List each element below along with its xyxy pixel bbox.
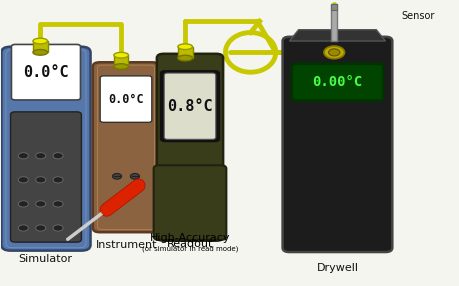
- Ellipse shape: [33, 38, 47, 44]
- FancyBboxPatch shape: [282, 37, 392, 252]
- Ellipse shape: [33, 49, 47, 55]
- FancyBboxPatch shape: [160, 71, 219, 142]
- FancyBboxPatch shape: [157, 54, 223, 241]
- Text: Instrument: Instrument: [96, 240, 157, 250]
- FancyBboxPatch shape: [11, 112, 81, 242]
- Text: Drywell: Drywell: [316, 263, 358, 273]
- Text: High-Accuracy: High-Accuracy: [150, 233, 230, 243]
- Circle shape: [18, 225, 28, 231]
- Ellipse shape: [114, 52, 128, 58]
- Bar: [330, 4, 336, 41]
- Circle shape: [36, 177, 45, 183]
- Bar: [178, 47, 192, 58]
- Circle shape: [18, 153, 28, 159]
- FancyBboxPatch shape: [164, 73, 215, 139]
- Bar: [114, 55, 128, 67]
- Text: Readout: Readout: [167, 239, 213, 249]
- FancyBboxPatch shape: [100, 76, 151, 122]
- Circle shape: [36, 201, 45, 207]
- Circle shape: [53, 153, 63, 159]
- Bar: [330, 4, 336, 10]
- FancyBboxPatch shape: [291, 64, 382, 100]
- Text: (or simulator in read mode): (or simulator in read mode): [142, 246, 238, 253]
- Text: Simulator: Simulator: [18, 254, 72, 264]
- Polygon shape: [289, 30, 385, 41]
- FancyBboxPatch shape: [1, 47, 90, 251]
- Ellipse shape: [328, 49, 339, 56]
- Circle shape: [36, 153, 45, 159]
- Ellipse shape: [114, 64, 128, 69]
- Circle shape: [53, 177, 63, 183]
- Circle shape: [130, 174, 139, 179]
- Ellipse shape: [178, 55, 192, 61]
- Circle shape: [112, 174, 121, 179]
- Circle shape: [36, 225, 45, 231]
- Text: Sensor: Sensor: [401, 11, 434, 21]
- FancyBboxPatch shape: [153, 165, 226, 240]
- Circle shape: [18, 177, 28, 183]
- Text: 0.0°C: 0.0°C: [108, 93, 144, 106]
- Circle shape: [53, 225, 63, 231]
- Ellipse shape: [178, 44, 192, 49]
- Text: 0.8°C: 0.8°C: [167, 99, 213, 114]
- Text: 0.00°C: 0.00°C: [312, 75, 362, 89]
- FancyBboxPatch shape: [11, 44, 80, 100]
- Circle shape: [53, 201, 63, 207]
- FancyBboxPatch shape: [93, 62, 159, 232]
- Circle shape: [18, 201, 28, 207]
- Ellipse shape: [323, 46, 344, 59]
- Bar: [33, 41, 47, 52]
- Text: 0.0°C: 0.0°C: [23, 65, 69, 80]
